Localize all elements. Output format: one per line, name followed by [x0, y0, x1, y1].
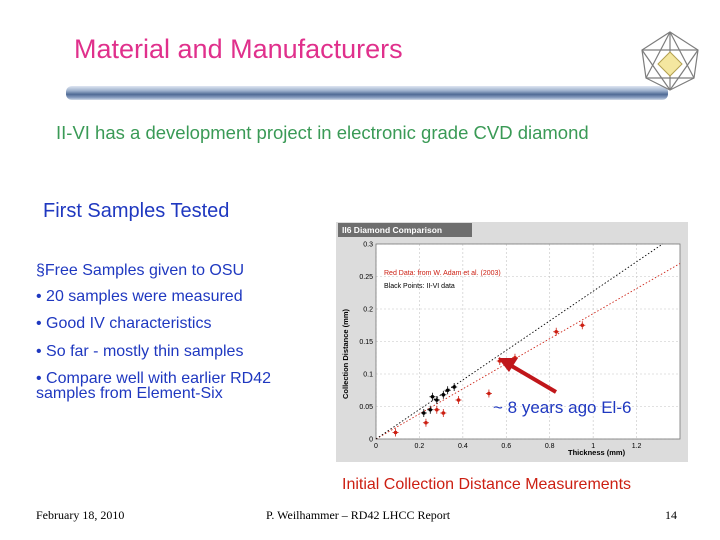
diamond-crystal-icon [641, 31, 699, 91]
grid-lines [375, 243, 681, 440]
y-tick-label: 0.3 [363, 242, 373, 249]
subheading: First Samples Tested [43, 200, 230, 222]
trendline [375, 263, 681, 440]
y-tick-label: 0.05 [359, 404, 373, 411]
data-point [445, 388, 450, 393]
x-tick-label: 0 [374, 443, 378, 450]
title-underline-bar [66, 86, 668, 100]
y-tick-label: 0.1 [363, 372, 373, 379]
data-point [393, 430, 398, 435]
x-axis-label: Thickness (mm) [568, 448, 626, 457]
bullet-compare-rd42: • Compare well with earlier RD42 [36, 370, 272, 387]
data-point [421, 411, 426, 415]
chart-svg: II6 Diamond Comparison 0 0.2 0.4 0.6 0.8 1 1.2… [338, 223, 681, 457]
data-point [435, 407, 439, 412]
chart-title: II6 Diamond Comparison [342, 225, 442, 235]
data-point [435, 398, 439, 402]
data-point [554, 329, 559, 334]
plot-frame [375, 243, 681, 440]
data-point [441, 393, 446, 397]
data-point [428, 407, 433, 412]
data-point [497, 359, 502, 363]
data-point [452, 385, 456, 389]
data-point [580, 323, 585, 328]
x-tick-label: 1.2 [632, 443, 642, 450]
data-point [441, 411, 446, 415]
footer-date: February 18, 2010 [36, 508, 125, 522]
diamond-comparison-chart: II6 Diamond Comparison 0 0.2 0.4 0.6 0.8 1 1.2… [336, 222, 688, 462]
bullet-free-samples: §Free Samples given to OSU [36, 262, 245, 279]
trendlines [375, 243, 681, 440]
x-tick-label: 0.4 [458, 443, 468, 450]
legend-red: Red Data: from W. Adam et al. (2003) [384, 270, 501, 277]
footer-report: P. Weilhammer – RD42 LHCC Report [266, 508, 451, 522]
tick-labels: 0 0.2 0.4 0.6 0.8 1 1.2 0 0.05 0.1 0.15 0.2 0.25 0.3 [359, 242, 641, 451]
headline-text: II-VI has a development project in elect… [56, 122, 589, 143]
x-tick-label: 0.8 [545, 443, 555, 450]
bullet-thin-samples: • So far - mostly thin samples [36, 343, 244, 360]
slide-title: Material and Manufacturers [74, 34, 403, 64]
data-point [430, 394, 435, 399]
y-tick-label: 0 [369, 437, 373, 444]
annotation-element-six: ~ 8 years ago El-6 [493, 398, 632, 417]
data-point [424, 420, 428, 425]
bullet-compare-continued: samples from Element-Six [36, 385, 223, 402]
chart-caption: Initial Collection Distance Measurements [342, 476, 632, 493]
data-point [456, 398, 461, 402]
y-axis-label: Collection Distance (mm) [341, 308, 350, 399]
x-tick-label: 1 [591, 443, 595, 450]
x-tick-label: 0.6 [501, 443, 511, 450]
y-tick-label: 0.25 [359, 274, 373, 281]
bullet-samples-measured: • 20 samples were measured [36, 288, 243, 305]
legend-black: Black Points: II-VI data [384, 283, 455, 290]
y-tick-label: 0.2 [363, 307, 373, 314]
footer-page-number: 14 [665, 508, 677, 522]
data-point [487, 391, 491, 396]
x-tick-label: 0.2 [415, 443, 425, 450]
y-tick-label: 0.15 [359, 339, 373, 346]
chart-title-bar [338, 223, 472, 237]
bullet-iv-characteristics: • Good IV characteristics [36, 315, 212, 332]
data-point [513, 355, 517, 360]
